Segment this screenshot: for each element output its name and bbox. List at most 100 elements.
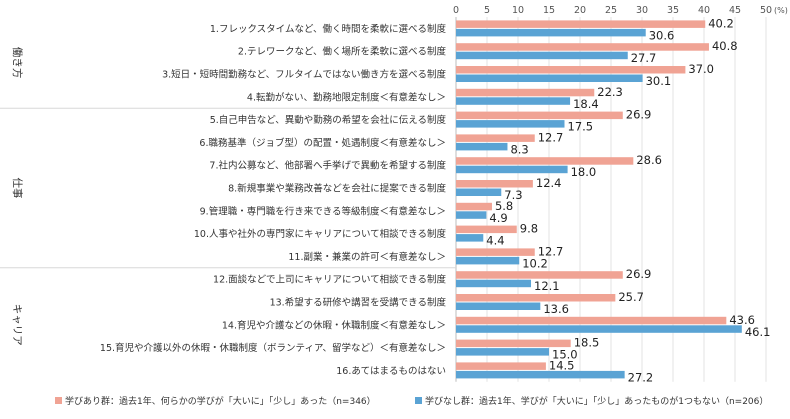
bar-learning <box>456 271 623 279</box>
data-label: 27.2 <box>628 370 654 384</box>
bar-learning <box>456 316 727 325</box>
data-label: 40.2 <box>708 16 734 30</box>
data-label: 4.9 <box>489 211 507 225</box>
category-label: 11.副業・兼業の許可＜有意差なし＞ <box>288 251 446 263</box>
bars <box>456 20 742 379</box>
x-tick-label: 25 <box>605 5 617 16</box>
bar-learning <box>456 157 634 165</box>
category-label: 14.育児や介護などの休暇・休職制度＜有意差なし＞ <box>222 319 446 331</box>
bar-no-learning <box>456 325 742 333</box>
data-label: 26.9 <box>626 267 652 281</box>
x-tick-label: 30 <box>636 5 648 16</box>
data-label: 28.6 <box>636 153 662 167</box>
unit-label: (%) <box>774 6 788 15</box>
data-label: 46.1 <box>745 325 771 339</box>
data-label: 10.2 <box>522 256 548 270</box>
category-label: 13.希望する研修や講習を受講できる制度 <box>270 297 447 309</box>
data-label: 12.4 <box>536 176 562 190</box>
legend-swatch <box>55 397 62 404</box>
data-label: 27.7 <box>631 51 657 65</box>
data-label: 18.4 <box>573 97 599 111</box>
bar-no-learning <box>456 51 628 60</box>
bar-learning <box>456 294 616 302</box>
bar-learning <box>456 66 686 74</box>
bar-no-learning <box>456 28 646 37</box>
category-label: 7.社内公募など、他部署へ手挙げで異動を希望する制度 <box>209 160 446 172</box>
x-tick-label: 50 <box>760 5 772 16</box>
category-label: 15.育児や介護以外の休暇・休職制度（ボランティア、留学など）＜有意差なし＞ <box>100 342 446 354</box>
group-label: 仕事 <box>11 178 24 199</box>
bar-learning <box>456 134 535 142</box>
category-label: 10.人事や社外の専門家にキャリアについて相談できる制度 <box>194 228 447 240</box>
data-label: 43.6 <box>729 313 755 327</box>
category-label: 16.あてはまるものはない <box>336 366 446 377</box>
category-label: 2.テレワークなど、働く場所を柔軟に選べる制度 <box>238 46 447 58</box>
bar-no-learning <box>456 74 643 82</box>
category-label: 4.転勤がない、勤務地限定制度＜有意差なし＞ <box>247 91 446 103</box>
bar-no-learning <box>456 97 571 105</box>
x-axis-ticks: 0 5 10 15 20 25 30 35 40 45 50 (%) <box>453 5 788 16</box>
category-label: 12.面談などで上司にキャリアについて相談できる制度 <box>213 274 446 286</box>
data-label: 8.3 <box>510 142 528 156</box>
group-label: キャリア <box>11 304 23 346</box>
legend-entry: 学びあり群：過去1年、何らかの学びが「大いに」「少し」あった（n=346） <box>65 395 376 407</box>
x-tick-label: 35 <box>667 5 679 16</box>
x-tick-label: 20 <box>574 5 586 16</box>
data-label: 18.0 <box>571 165 597 179</box>
data-label: 12.7 <box>538 130 564 144</box>
data-label: 5.8 <box>495 199 513 213</box>
x-tick-label: 40 <box>698 5 710 16</box>
data-label: 40.8 <box>712 39 738 53</box>
bar-no-learning <box>456 188 502 196</box>
data-label: 15.0 <box>552 348 578 362</box>
bar-learning <box>456 111 623 120</box>
bar-no-learning <box>456 279 532 288</box>
legend-entry: 学びなし群：過去1年、学びが「大いに」「少し」あったものが1つもない（n=206… <box>425 395 768 407</box>
bar-no-learning <box>456 348 549 356</box>
bar-learning <box>456 202 492 211</box>
data-label: 7.3 <box>504 188 522 202</box>
x-tick-label: 0 <box>453 5 459 16</box>
category-label: 9.管理職・専門職を行き来できる等級制度＜有意差なし＞ <box>200 205 446 217</box>
data-label: 9.8 <box>520 222 538 236</box>
category-label: 5.自己申告など、異動や勤務の希望を会社に伝える制度 <box>210 114 447 126</box>
bar-learning <box>456 88 595 97</box>
category-label: 6.職務基準（ジョブ型）の配置・処遇制度＜有意差なし＞ <box>199 137 446 149</box>
category-label: 8.新規事業や業務改善などを会社に提案できる制度 <box>228 183 446 195</box>
bar-no-learning <box>456 370 625 379</box>
group-label: 働き方 <box>11 47 24 79</box>
data-label: 17.5 <box>568 120 594 134</box>
bar-learning <box>456 362 546 370</box>
bar-learning <box>456 43 709 51</box>
data-label: 18.5 <box>574 336 600 350</box>
category-label: 1.フレックスタイムなど、働く時間を柔軟に選べる制度 <box>210 23 447 35</box>
bar-no-learning <box>456 211 487 219</box>
bar-no-learning <box>456 234 484 242</box>
data-label: 37.0 <box>688 62 714 76</box>
data-label: 12.1 <box>534 279 560 293</box>
bar-no-learning <box>456 256 520 265</box>
data-label: 25.7 <box>618 290 644 304</box>
data-label: 30.6 <box>649 28 675 42</box>
bar-no-learning <box>456 142 508 151</box>
data-label: 22.3 <box>597 85 623 99</box>
data-labels: 40.2 30.6 40.8 27.7 37.0 30.1 22.318.4 26.9 17.5… <box>486 16 770 384</box>
bar-no-learning <box>456 302 541 310</box>
bar-learning <box>456 339 571 348</box>
legend-swatch <box>415 397 422 404</box>
legend: 学びあり群：過去1年、何らかの学びが「大いに」「少し」あった（n=346） 学びな… <box>55 395 768 407</box>
bar-learning <box>456 20 706 28</box>
bar-no-learning <box>456 165 568 174</box>
bar-learning <box>456 225 517 234</box>
x-tick-label: 15 <box>543 5 555 16</box>
x-tick-label: 45 <box>729 5 741 16</box>
data-label: 13.6 <box>543 302 569 316</box>
x-tick-label: 5 <box>484 5 490 16</box>
data-label: 30.1 <box>646 74 672 88</box>
x-tick-label: 10 <box>512 5 524 16</box>
category-label: 3.短日・短時間勤務など、フルタイムではない働き方を選べる制度 <box>162 69 446 81</box>
data-label: 26.9 <box>626 108 652 122</box>
data-label: 14.5 <box>549 358 575 372</box>
